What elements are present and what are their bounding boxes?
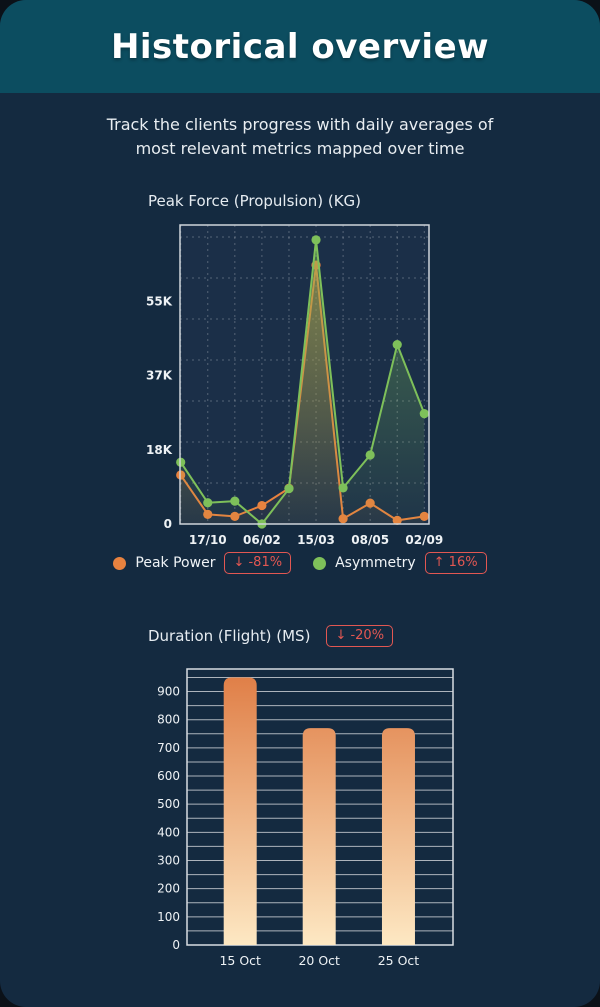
header: Historical overview bbox=[0, 0, 600, 93]
svg-text:15 Oct: 15 Oct bbox=[219, 953, 261, 968]
svg-text:800: 800 bbox=[157, 713, 180, 727]
line-chart-legend: Peak Power ↓ -81% Asymmetry ↑ 16% bbox=[0, 552, 600, 574]
legend-item-peak-power: Peak Power ↓ -81% bbox=[113, 552, 292, 574]
svg-text:02/09: 02/09 bbox=[405, 533, 443, 547]
svg-text:0: 0 bbox=[164, 517, 172, 531]
bar-chart: 0 100 200 300 400 500 600 700 800 900 15 Oct 20 Oct… bbox=[157, 668, 454, 968]
svg-text:700: 700 bbox=[157, 741, 180, 755]
line-chart: 0 18K 37K 55K 17/10 06/02 15/03 08/05 02/09 bbox=[146, 224, 443, 547]
svg-text:55K: 55K bbox=[146, 294, 173, 308]
line-chart-y-ticks: 0 18K 37K 55K bbox=[146, 294, 173, 531]
duration-change-badge: ↓ -20% bbox=[326, 625, 394, 647]
series-asymmetry bbox=[176, 235, 429, 529]
svg-text:15/03: 15/03 bbox=[297, 533, 335, 547]
bar-chart-title: Duration (Flight) (MS) bbox=[148, 627, 311, 645]
svg-text:0: 0 bbox=[172, 938, 180, 952]
svg-text:37K: 37K bbox=[146, 369, 173, 383]
bar-chart-header: Duration (Flight) (MS) ↓ -20% bbox=[148, 625, 394, 647]
svg-text:200: 200 bbox=[157, 882, 180, 896]
svg-text:900: 900 bbox=[157, 685, 180, 699]
line-chart-title: Peak Force (Propulsion) (KG) bbox=[148, 192, 362, 210]
bar-chart-x-ticks: 15 Oct 20 Oct 25 Oct bbox=[219, 953, 419, 968]
subtitle: Track the clients progress with daily av… bbox=[0, 113, 600, 161]
bar-chart-y-ticks: 0 100 200 300 400 500 600 700 800 900 bbox=[157, 685, 180, 952]
svg-text:600: 600 bbox=[157, 769, 180, 783]
legend-label-peak-power: Peak Power bbox=[135, 555, 216, 571]
svg-text:500: 500 bbox=[157, 797, 180, 811]
svg-text:06/02: 06/02 bbox=[243, 533, 281, 547]
bar-25-oct bbox=[381, 728, 415, 945]
peak-power-change-badge: ↓ -81% bbox=[224, 552, 292, 574]
asymmetry-change-badge: ↑ 16% bbox=[424, 552, 487, 574]
bar-15-oct bbox=[223, 677, 257, 945]
svg-text:100: 100 bbox=[157, 910, 180, 924]
asymmetry-dot-icon bbox=[313, 556, 327, 570]
svg-text:08/05: 08/05 bbox=[351, 533, 389, 547]
line-chart-x-ticks: 17/10 06/02 15/03 08/05 02/09 bbox=[189, 533, 443, 547]
legend-label-asymmetry: Asymmetry bbox=[335, 555, 416, 571]
svg-text:400: 400 bbox=[157, 825, 180, 839]
legend-item-asymmetry: Asymmetry ↑ 16% bbox=[313, 552, 487, 574]
page-title: Historical overview bbox=[110, 26, 490, 67]
svg-text:18K: 18K bbox=[146, 443, 173, 457]
svg-text:17/10: 17/10 bbox=[189, 533, 227, 547]
subtitle-line-1: Track the clients progress with daily av… bbox=[106, 115, 494, 134]
svg-text:300: 300 bbox=[157, 854, 180, 868]
subtitle-line-2: most relevant metrics mapped over time bbox=[135, 139, 465, 158]
svg-text:25 Oct: 25 Oct bbox=[378, 953, 420, 968]
peak-power-dot-icon bbox=[113, 556, 127, 570]
svg-text:20 Oct: 20 Oct bbox=[298, 953, 340, 968]
bars bbox=[223, 677, 415, 945]
bar-20-oct bbox=[302, 728, 336, 945]
